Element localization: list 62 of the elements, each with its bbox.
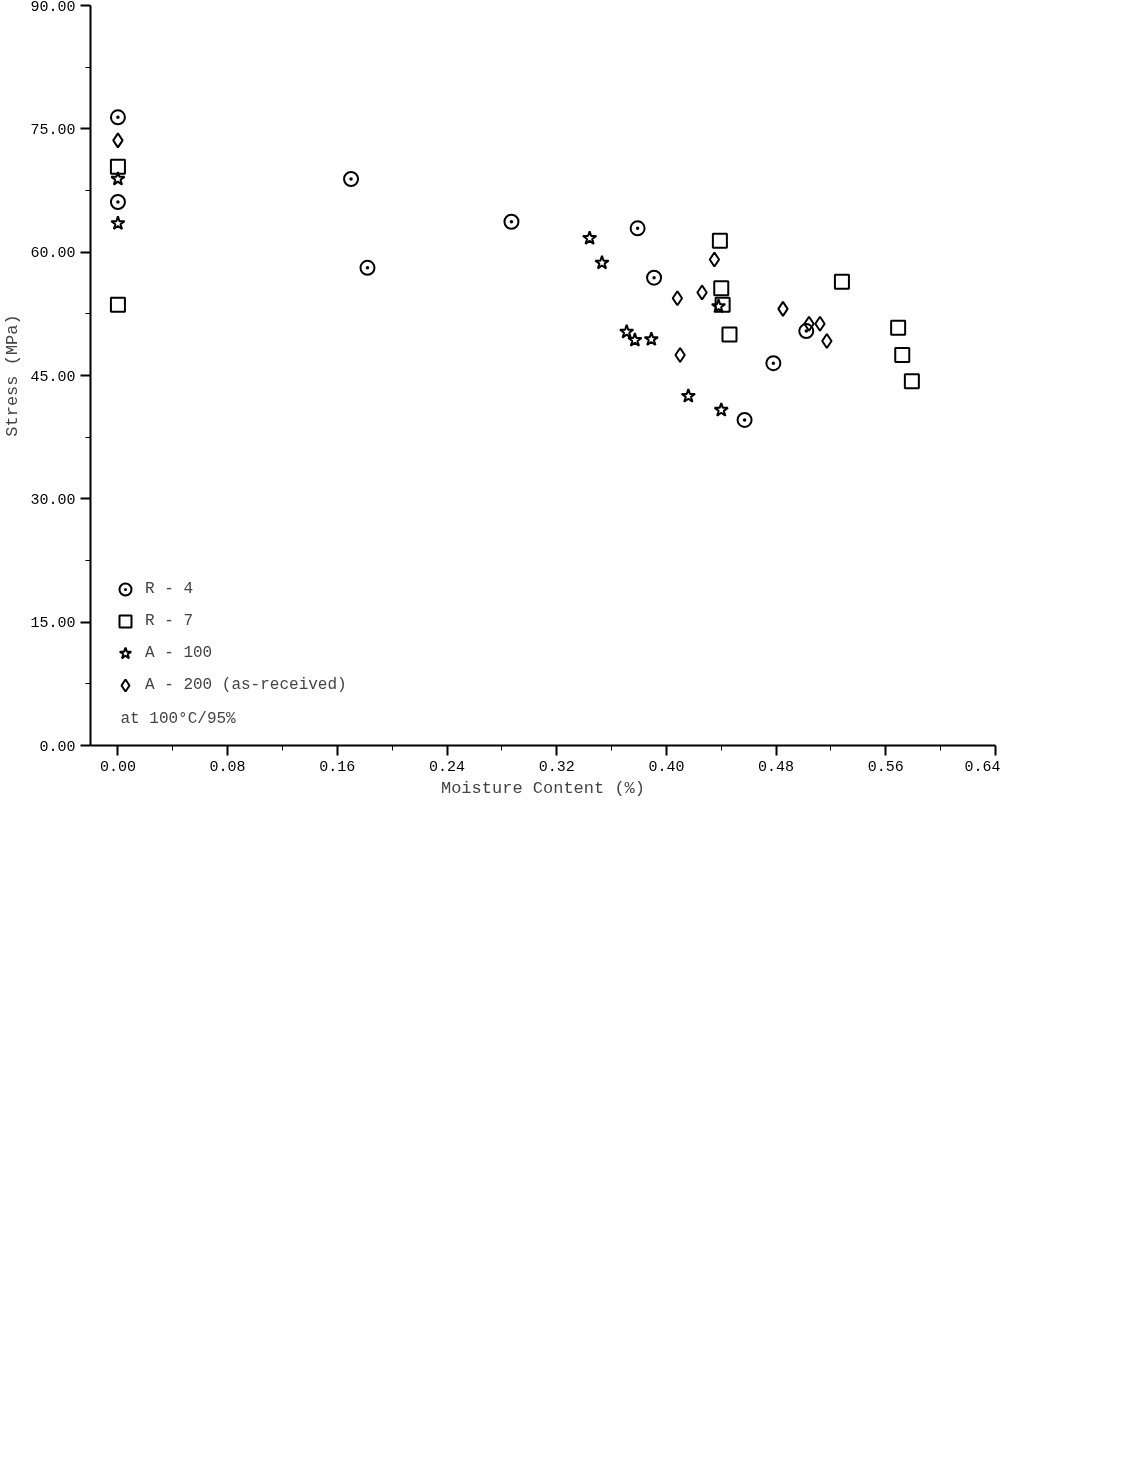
- x-axis-title: Moisture Content (%): [440, 778, 646, 798]
- x-tick-label: 0.32: [538, 758, 575, 776]
- point: [618, 323, 635, 339]
- point: [627, 332, 643, 347]
- y-tick-label: 15.00: [30, 615, 76, 633]
- y-tick-label: 90.00: [30, 0, 76, 16]
- x-tick-label: 0.64: [964, 758, 1001, 776]
- point: [821, 332, 833, 349]
- point: [646, 269, 663, 286]
- point: [903, 373, 920, 390]
- point: [711, 232, 728, 249]
- x-tick-label: 0.24: [429, 758, 466, 776]
- point: [359, 259, 376, 276]
- point: [109, 296, 126, 313]
- point: [110, 215, 126, 231]
- legend-label: A - 100: [145, 644, 213, 662]
- point: [674, 346, 686, 363]
- x-tick-label: 0.40: [648, 758, 685, 776]
- point: [777, 300, 789, 317]
- x-tick-label: 0.16: [319, 758, 356, 776]
- point: [765, 355, 782, 372]
- point: [581, 230, 598, 245]
- point: [803, 315, 815, 332]
- point: [643, 331, 659, 346]
- point: [671, 290, 684, 307]
- point: [503, 213, 520, 230]
- point: [343, 171, 360, 187]
- x-tick-label: 0.56: [867, 758, 904, 776]
- legend-label: R - 4: [145, 580, 194, 598]
- annotation: at 100°C/95%: [120, 709, 237, 728]
- point: [594, 254, 610, 270]
- point: [721, 326, 738, 343]
- point: [833, 273, 850, 290]
- point: [713, 402, 729, 417]
- point: [109, 109, 126, 126]
- point: [112, 132, 124, 149]
- point: [714, 296, 731, 313]
- point: [696, 284, 708, 301]
- point: [109, 158, 126, 175]
- point: [814, 315, 826, 332]
- x-tick-label: 0.08: [209, 758, 246, 776]
- point: [629, 220, 646, 237]
- point: [798, 323, 815, 340]
- legend-label: R - 7: [145, 612, 194, 630]
- legend-label: A - 200 (as-received): [145, 676, 347, 694]
- point: [736, 411, 753, 428]
- y-tick-label: 30.00: [30, 491, 76, 509]
- y-tick-label: 0.00: [39, 738, 76, 756]
- point: [713, 280, 730, 297]
- x-tick-label: 0.48: [758, 758, 795, 776]
- point: [890, 319, 907, 336]
- point: [109, 194, 126, 210]
- y-tick-label: 75.00: [30, 121, 76, 139]
- point: [708, 251, 721, 268]
- y-tick-label: 45.00: [30, 368, 76, 386]
- point: [894, 346, 911, 363]
- x-tick-label: 0.00: [99, 758, 136, 776]
- point: [680, 388, 697, 403]
- y-tick-label: 60.00: [30, 245, 76, 263]
- point: [110, 170, 126, 186]
- y-axis-title: Stress (MPa): [3, 314, 23, 437]
- point: [710, 298, 727, 314]
